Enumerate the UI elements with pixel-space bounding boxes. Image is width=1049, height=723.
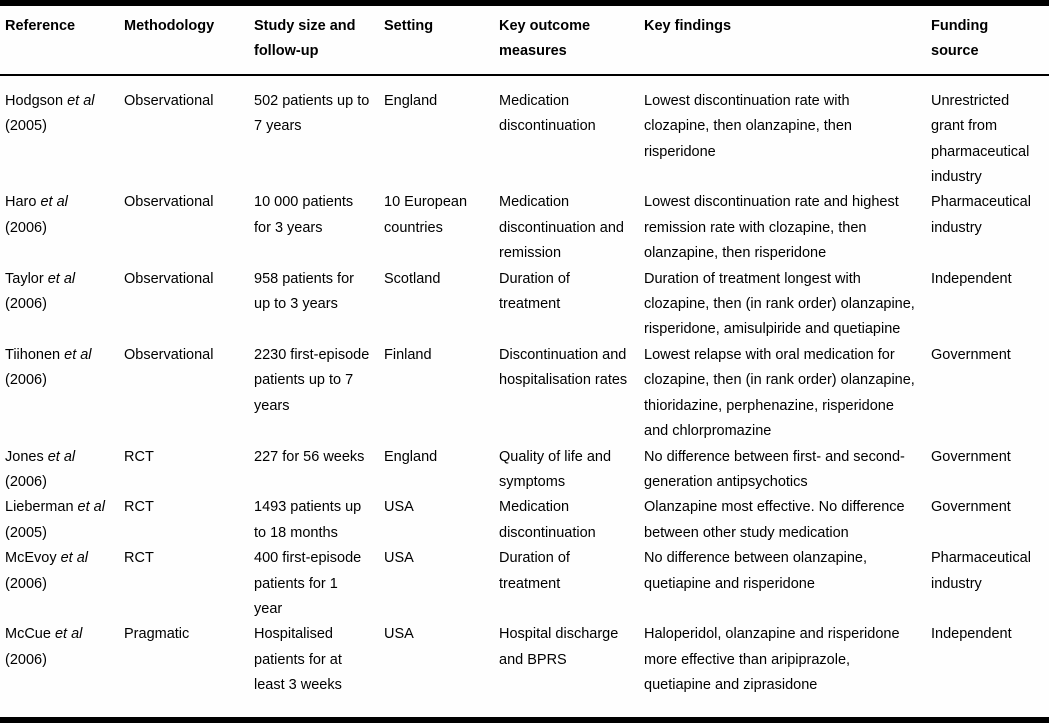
- ref-author: McCue: [5, 626, 51, 643]
- cell-funding-source: Government: [931, 499, 1011, 516]
- cell-study-size: 227 for 56 weeks: [254, 448, 365, 465]
- col-header-methodology: Methodology: [124, 6, 254, 76]
- antipsychotic-studies-table: Reference Methodology Study size and fol…: [0, 6, 1049, 699]
- ref-author: Tiihonen: [5, 346, 61, 363]
- cell-outcome-measures: Quality of life and symptoms: [499, 448, 612, 490]
- cell-study-size: 1493 patients up to 18 months: [254, 499, 362, 541]
- cell-key-findings: Olanzapine most effective. No difference…: [644, 499, 905, 541]
- col-header-funding-source: Funding source: [931, 6, 1049, 76]
- cell-setting: England: [384, 448, 438, 465]
- cell-outcome-measures: Medication discontinuation: [499, 499, 596, 541]
- cell-setting: Finland: [384, 346, 432, 363]
- ref-author: Jones: [5, 448, 44, 465]
- cell-outcome-measures: Hospital discharge and BPRS: [499, 626, 619, 668]
- cell-study-size: Hospitalised patients for at least 3 wee…: [254, 626, 342, 694]
- table-row: Hodgson et al (2005) Observational 502 pa…: [0, 75, 1049, 191]
- ref-year: (2006): [5, 219, 47, 236]
- table-row: Tiihonen et al (2006) Observational 2230 …: [0, 343, 1049, 445]
- cell-setting: USA: [384, 499, 414, 516]
- cell-key-findings: Duration of treatment longest with cloza…: [644, 270, 915, 338]
- header-row: Reference Methodology Study size and fol…: [0, 6, 1049, 76]
- cell-key-findings: No difference between olanzapine, quetia…: [644, 550, 868, 592]
- ref-etal: et al: [77, 499, 105, 516]
- cell-setting: USA: [384, 626, 414, 643]
- table-row: Lieberman et al (2005) RCT 1493 patients …: [0, 495, 1049, 546]
- ref-year: (2005): [5, 524, 47, 541]
- ref-author: McEvoy: [5, 550, 57, 567]
- cell-methodology: Observational: [124, 346, 214, 363]
- ref-year: (2005): [5, 118, 47, 135]
- table-row: McCue et al (2006) Pragmatic Hospitalised…: [0, 622, 1049, 698]
- cell-funding-source: Independent: [931, 270, 1012, 287]
- cell-outcome-measures: Duration of treatment: [499, 550, 570, 592]
- cell-funding-source: Government: [931, 448, 1011, 465]
- ref-year: (2006): [5, 575, 47, 592]
- ref-etal: et al: [67, 92, 95, 109]
- cell-reference: Haro et al (2006): [0, 190, 124, 266]
- cell-key-findings: Haloperidol, olanzapine and risperidone …: [644, 626, 900, 694]
- cell-funding-source: Pharmaceutical industry: [931, 550, 1031, 592]
- col-header-key-findings: Key findings: [644, 6, 931, 76]
- cell-funding-source: Government: [931, 346, 1011, 363]
- cell-methodology: Observational: [124, 270, 214, 287]
- cell-reference: Tiihonen et al (2006): [0, 343, 124, 445]
- cell-reference: Hodgson et al (2005): [0, 75, 124, 191]
- ref-etal: et al: [54, 626, 83, 643]
- ref-year: (2006): [5, 651, 47, 668]
- cell-setting: Scotland: [384, 270, 441, 287]
- table-row: Taylor et al (2006) Observational 958 pat…: [0, 267, 1049, 343]
- cell-reference: Taylor et al (2006): [0, 267, 124, 343]
- cell-study-size: 10 000 patients for 3 years: [254, 194, 354, 236]
- cell-methodology: Observational: [124, 194, 214, 211]
- table-row: Jones et al (2006) RCT 227 for 56 weeks E…: [0, 445, 1049, 496]
- ref-author: Hodgson: [5, 92, 64, 109]
- ref-year: (2006): [5, 473, 47, 490]
- col-header-outcome-measures: Key outcome measures: [499, 6, 644, 76]
- ref-year: (2006): [5, 296, 47, 313]
- table-row: McEvoy et al (2006) RCT 400 first-episode…: [0, 546, 1049, 622]
- cell-setting: USA: [384, 550, 414, 567]
- cell-study-size: 2230 first-episode patients up to 7 year…: [254, 346, 370, 414]
- cell-methodology: Observational: [124, 92, 214, 109]
- cell-reference: Lieberman et al (2005): [0, 495, 124, 546]
- cell-key-findings: Lowest relapse with oral medication for …: [644, 346, 915, 440]
- cell-study-size: 502 patients up to 7 years: [254, 92, 370, 135]
- cell-study-size: 400 first-episode patients for 1 year: [254, 550, 362, 617]
- col-header-setting: Setting: [384, 6, 499, 76]
- cell-outcome-measures: Medication discontinuation and remission: [499, 194, 624, 262]
- cell-methodology: RCT: [124, 448, 154, 465]
- cell-study-size: 958 patients for up to 3 years: [254, 270, 354, 313]
- cell-funding-source: Unrestricted grant from pharmaceutical i…: [931, 92, 1030, 186]
- col-header-reference: Reference: [0, 6, 124, 76]
- ref-author: Taylor: [5, 270, 44, 287]
- ref-etal: et al: [60, 550, 89, 567]
- cell-funding-source: Independent: [931, 626, 1012, 643]
- cell-methodology: Pragmatic: [124, 626, 190, 643]
- cell-setting: England: [384, 92, 438, 109]
- cell-outcome-measures: Duration of treatment: [499, 270, 570, 313]
- ref-year: (2006): [5, 372, 47, 389]
- cell-methodology: RCT: [124, 499, 154, 516]
- cell-setting: 10 European countries: [384, 194, 468, 236]
- cell-key-findings: Lowest discontinuation rate and highest …: [644, 194, 899, 262]
- ref-etal: et al: [64, 346, 92, 363]
- cell-funding-source: Pharmaceutical industry: [931, 194, 1031, 236]
- cell-reference: McEvoy et al (2006): [0, 546, 124, 622]
- cell-methodology: RCT: [124, 550, 154, 567]
- cell-outcome-measures: Discontinuation and hospitalisation rate…: [499, 346, 628, 389]
- col-header-study-size: Study size and follow-up: [254, 6, 384, 76]
- ref-author: Lieberman: [5, 499, 74, 516]
- cell-key-findings: Lowest discontinuation rate with clozapi…: [644, 92, 852, 160]
- cell-reference: McCue et al (2006): [0, 622, 124, 698]
- ref-etal: et al: [47, 270, 76, 287]
- cell-key-findings: No difference between first- and second-…: [644, 448, 905, 490]
- ref-author: Haro: [5, 194, 37, 211]
- cell-outcome-measures: Medication discontinuation: [499, 92, 596, 135]
- table-row: Haro et al (2006) Observational 10 000 pa…: [0, 190, 1049, 266]
- ref-etal: et al: [47, 448, 76, 465]
- ref-etal: et al: [40, 194, 68, 211]
- cell-reference: Jones et al (2006): [0, 445, 124, 496]
